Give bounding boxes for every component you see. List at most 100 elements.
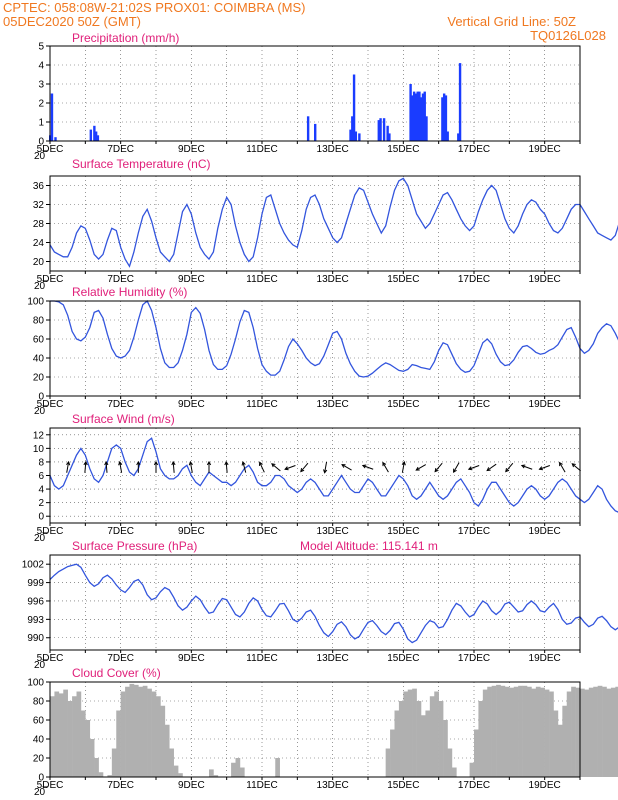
y-tick-label: 12 [33, 430, 45, 441]
cloud-bar [509, 687, 515, 777]
wind-arrow [104, 460, 109, 473]
series-line [49, 177, 618, 268]
cloud-bar [518, 685, 523, 777]
y-tick-label: 999 [27, 578, 44, 589]
x-tick-label: 9DEC [178, 144, 205, 155]
x-tick-label: 15DEC [387, 526, 419, 537]
wind-arrow-head [323, 469, 328, 474]
y-tick-label: 40 [33, 735, 45, 746]
wind-arrow-head [66, 460, 71, 466]
wind-arrow-shaft [66, 461, 70, 473]
x-tick-label: 13DEC [317, 274, 349, 285]
x-tick-label: 7DEC [107, 274, 134, 285]
cloud-bar [421, 715, 426, 777]
wind-arrow-shaft [401, 461, 405, 473]
x-tick-label: 5DEC [37, 653, 64, 664]
precip-bar [421, 93, 425, 141]
precip-bar [349, 129, 352, 141]
y-tick-label: 993 [27, 615, 44, 626]
series-line [50, 299, 618, 378]
y-tick-label: 60 [33, 335, 45, 346]
wind-arrow [206, 460, 212, 473]
y-tick-label: 40 [33, 354, 45, 365]
wind-arrow-head [486, 467, 491, 472]
header-model-code: TQ0126L028 [530, 28, 606, 43]
y-tick-label: 10 [33, 444, 45, 455]
precip-bar [412, 91, 416, 141]
wind-arrow-head [241, 461, 246, 466]
x-tick-label: 9DEC [178, 653, 205, 664]
wind-arrow [83, 460, 88, 473]
cloud-bar [416, 701, 422, 777]
wind-arrow [559, 461, 566, 473]
panel-title: Cloud Cover (%) [72, 666, 161, 680]
wind-arrow-head [224, 460, 229, 466]
y-tick-label: 3 [38, 80, 44, 91]
precip-bar [388, 133, 391, 141]
wind-arrow [505, 462, 514, 473]
panel-frame [49, 681, 581, 778]
x-tick-label: 19DEC [529, 526, 561, 537]
y-tick-label: 0 [38, 512, 44, 523]
cloud-bar [575, 687, 581, 777]
wind-arrow-shaft [271, 463, 281, 472]
precip-bar [314, 123, 317, 141]
wind-arrow-head [571, 463, 576, 468]
wind-arrow-head [520, 464, 526, 469]
precip-bar [93, 125, 96, 141]
y-tick-label: 80 [33, 316, 45, 327]
cloud-bar [407, 689, 413, 777]
y-tick-label: 28 [33, 219, 45, 230]
y-tick-label: 990 [27, 633, 44, 644]
precip-bar [409, 84, 412, 141]
wind-arrow-shaft [284, 465, 296, 470]
cloud-bar [531, 688, 537, 777]
x-tick-label-year: 20̅ [34, 532, 48, 544]
precip-bar [379, 118, 382, 141]
x-tick-label-year: 20̅ [34, 786, 48, 798]
y-tick-label: 60 [33, 716, 45, 727]
y-tick-label: 8 [38, 457, 44, 468]
wind-arrow [467, 465, 480, 471]
wind-arrows [66, 460, 582, 474]
x-tick-label: 15DEC [387, 144, 419, 155]
cloud-bar [156, 696, 161, 777]
cloud-bar [504, 686, 510, 777]
panel-frame [49, 45, 581, 142]
cloud-bar [549, 691, 554, 777]
x-tick-label: 5DEC [37, 399, 64, 410]
y-tick-label: 5 [38, 42, 44, 53]
wind-arrow [415, 464, 427, 471]
cloud-bar [111, 748, 117, 777]
wind-arrow-head [284, 466, 289, 471]
cloud-bar [54, 691, 60, 777]
cloud-bar [425, 710, 431, 777]
x-tick-label: 15DEC [387, 399, 419, 410]
x-tick-label: 15DEC [387, 780, 419, 791]
precip-bar [418, 91, 421, 141]
y-tick-label: 24 [33, 238, 45, 249]
wind-arrow-shaft [486, 463, 497, 471]
wind-arrow-shaft [119, 461, 123, 473]
cloud-bar [469, 762, 475, 777]
cloud-bar [412, 688, 417, 777]
x-tick-label: 7DEC [107, 144, 134, 155]
cloud-bar [544, 689, 550, 777]
wind-arrow-shaft [172, 461, 175, 473]
wind-arrow-head [83, 460, 88, 466]
precip-bar [352, 74, 356, 141]
wind-arrow [271, 463, 281, 472]
wind-arrow-head [300, 468, 305, 473]
wind-arrow [66, 460, 71, 473]
wind-arrow-shaft [341, 464, 352, 471]
precip-bar [354, 131, 358, 141]
panel-frame [49, 554, 581, 651]
panel-frame [49, 300, 581, 397]
x-tick-label: 11DEC [246, 653, 278, 664]
cloud-bar [487, 686, 492, 777]
cloud-bar [209, 769, 214, 777]
wind-arrow-shaft [559, 462, 566, 473]
wind-arrow-shaft [105, 461, 108, 473]
wind-arrow [118, 460, 123, 473]
